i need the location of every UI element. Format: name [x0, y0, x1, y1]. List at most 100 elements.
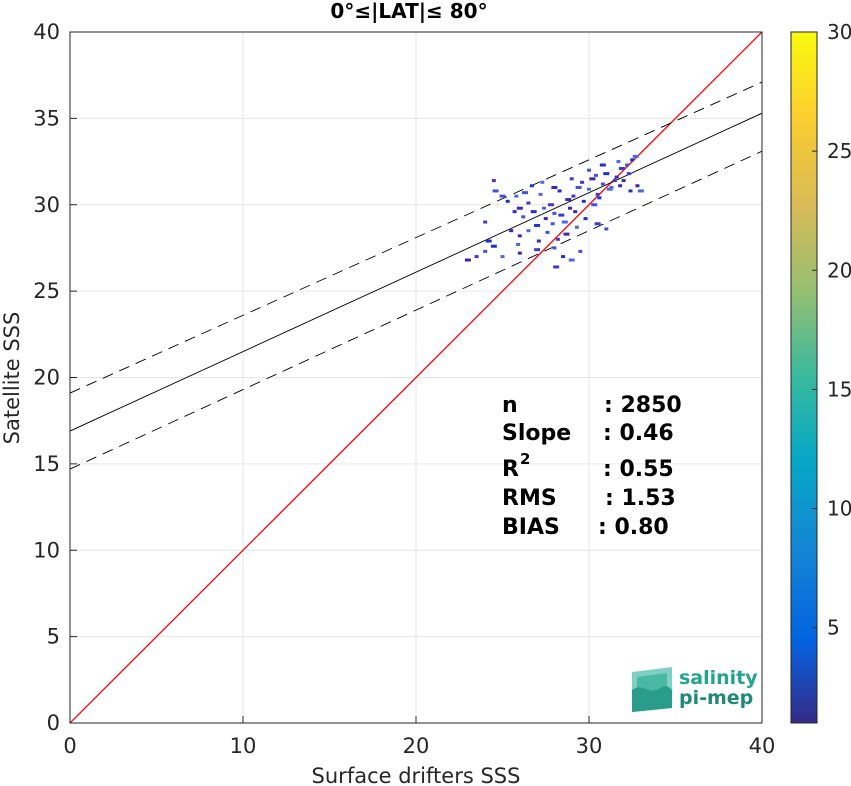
data-point [521, 191, 528, 195]
stat-label: n [502, 393, 518, 418]
colorbar-tick-label: 5 [827, 616, 840, 640]
data-point [514, 194, 519, 198]
data-point [618, 184, 623, 188]
stat-value: : 2850 [604, 393, 682, 418]
data-point [587, 187, 591, 191]
data-point [558, 213, 565, 217]
data-point [536, 239, 541, 243]
stat-label: Slope [502, 421, 571, 446]
data-point [569, 177, 574, 181]
data-point [490, 244, 497, 248]
statistics-box: n: 2850 Slope: 0.46 R 2: 0.55 RMS: 1.53 BIAS:… [502, 393, 682, 540]
data-point [591, 203, 598, 207]
stat-superscript: 2 [520, 450, 530, 468]
data-point [589, 177, 596, 181]
data-point [545, 230, 550, 234]
x-tick-label: 40 [749, 734, 776, 758]
data-point [483, 249, 488, 253]
line-fit [70, 112, 762, 432]
colorbar-tick-label: 15 [827, 377, 851, 401]
data-point [512, 210, 517, 214]
data-point [597, 196, 602, 200]
data-point [553, 265, 560, 269]
y-axis-label: Satellite SSS [0, 312, 24, 445]
data-point [568, 258, 575, 262]
data-point [628, 189, 633, 193]
colorbar-ticks: 5 10 15 20 25 30 [812, 20, 851, 640]
x-tick-label: 30 [576, 734, 603, 758]
data-point [499, 194, 506, 198]
data-point [616, 160, 621, 164]
data-point [604, 227, 609, 231]
data-point [474, 255, 479, 259]
stat-label: BIAS [502, 515, 560, 540]
data-point [561, 255, 566, 259]
data-point [637, 189, 644, 193]
data-point [580, 180, 585, 184]
colorbar-tick-label: 25 [827, 139, 851, 163]
data-point [632, 154, 639, 158]
data-point [550, 222, 555, 226]
data-point [547, 203, 554, 207]
data-point [464, 258, 471, 262]
data-point [552, 211, 557, 215]
data-point [573, 210, 578, 214]
data-point [557, 189, 562, 193]
data-point [626, 172, 631, 176]
data-point [516, 242, 521, 246]
data-point [505, 199, 510, 203]
data-point [581, 199, 586, 203]
data-point [517, 251, 522, 255]
chart-title: 0°≤|LAT|≤ 80° [330, 0, 487, 23]
stat-value: : 0.46 [603, 421, 674, 446]
line-fit [70, 81, 762, 394]
data-point [552, 246, 557, 250]
y-tick-label: 35 [33, 106, 60, 130]
data-point [563, 232, 570, 236]
data-point [609, 185, 614, 189]
stat-value: : 0.55 [603, 457, 674, 482]
logo-line2: pi-mep [679, 687, 753, 709]
data-point [583, 217, 588, 221]
data-point [565, 198, 572, 202]
colorbar-tick-label: 10 [827, 497, 851, 521]
data-point [587, 168, 591, 172]
salinity-pi-mep-logo: salinity pi-mep [632, 667, 758, 712]
data-point [625, 163, 630, 167]
data-point [538, 192, 543, 196]
colorbar-tick-label: 30 [827, 20, 851, 44]
y-tick-label: 0 [47, 711, 60, 735]
data-point [614, 175, 619, 179]
regression-lines [70, 32, 762, 723]
y-tick-label: 25 [33, 279, 60, 303]
data-point [551, 185, 558, 189]
stat-value: : 0.80 [598, 515, 669, 540]
y-tick-label: 15 [33, 452, 60, 476]
data-point [555, 237, 560, 241]
y-tick-label: 20 [33, 366, 60, 390]
data-point [571, 194, 576, 198]
data-point [575, 185, 582, 189]
x-axis-label: Surface drifters SSS [312, 764, 521, 786]
data-point [483, 220, 488, 224]
colorbar [790, 31, 818, 724]
x-axis-ticks: 0 10 20 30 40 [63, 716, 775, 758]
x-tick-label: 10 [230, 734, 257, 758]
line-1-1 [70, 32, 762, 723]
data-point [492, 189, 499, 193]
y-tick-label: 30 [33, 193, 60, 217]
data-point [540, 180, 545, 184]
data-point [599, 163, 606, 167]
logo-line1: salinity [679, 667, 758, 689]
y-tick-label: 5 [47, 625, 60, 649]
waves-icon [632, 667, 672, 712]
data-point [485, 239, 492, 243]
data-point [635, 184, 640, 188]
y-tick-label: 40 [33, 20, 60, 44]
data-point [526, 201, 531, 205]
data-point [612, 179, 617, 183]
data-point [603, 172, 610, 176]
data-point [509, 229, 514, 233]
y-axis-ticks: 0 5 10 15 20 25 30 35 40 [33, 20, 77, 735]
data-point [516, 206, 523, 210]
